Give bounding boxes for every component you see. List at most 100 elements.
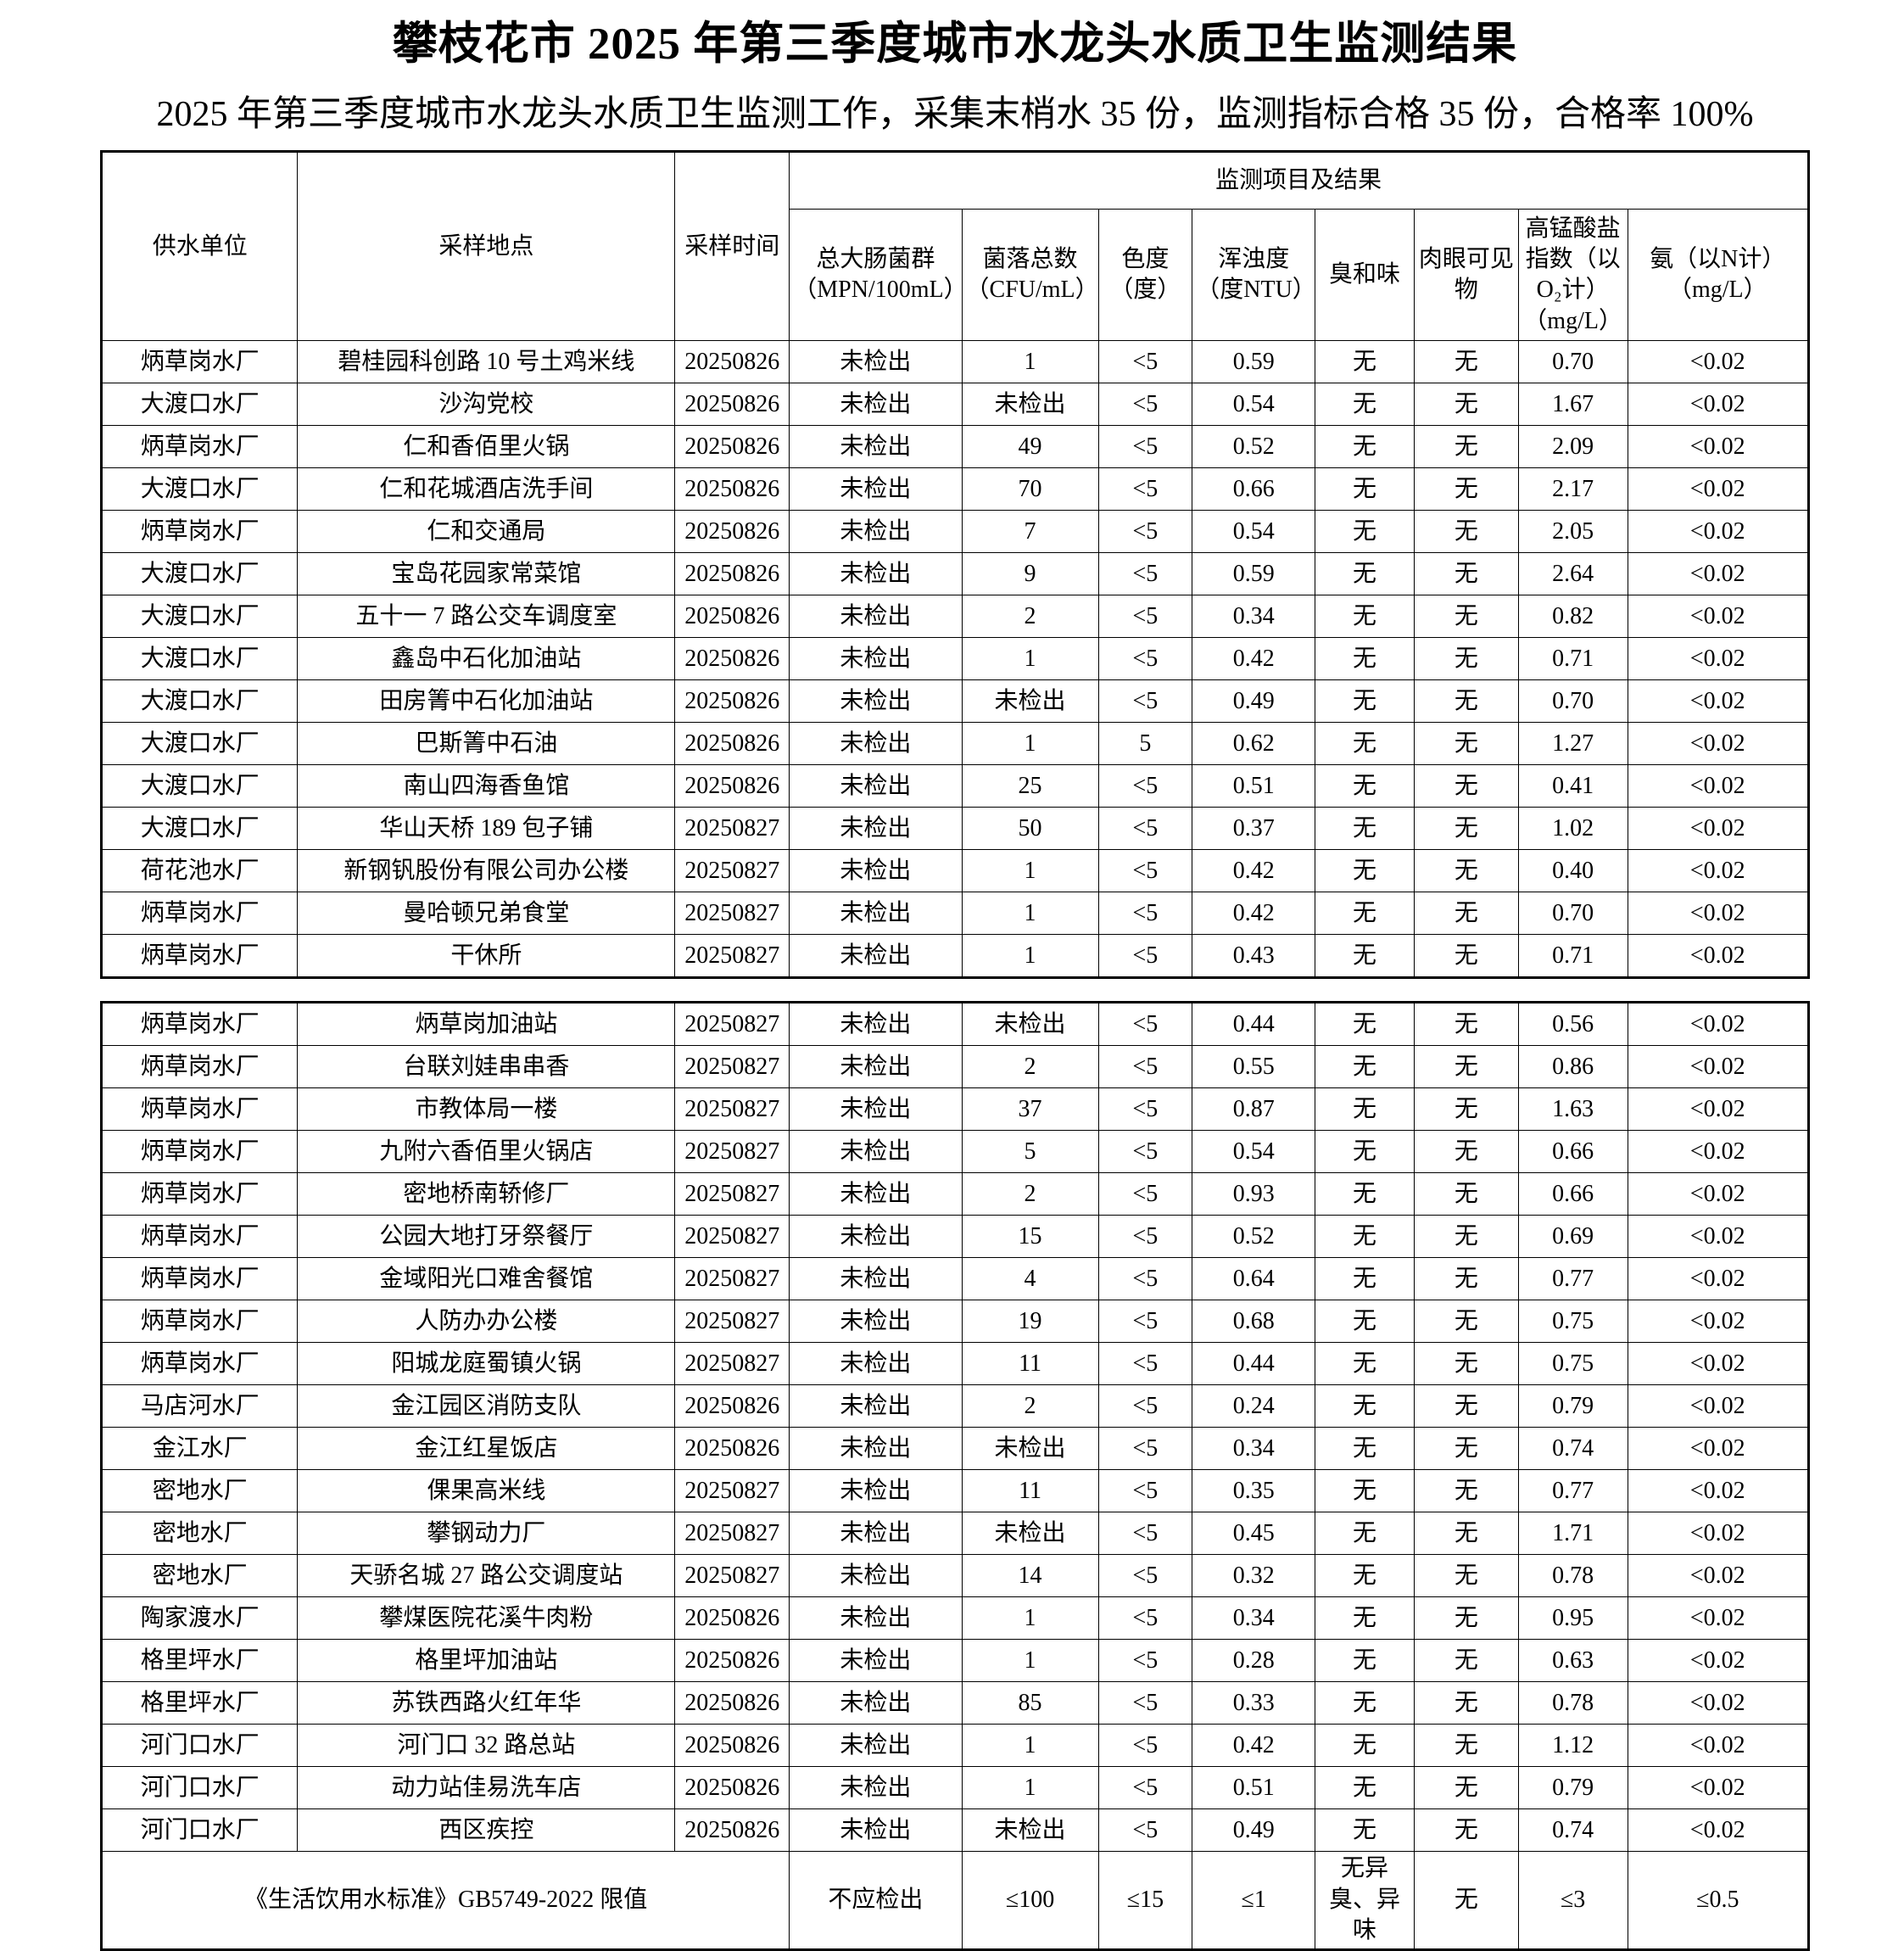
cell-total-coliform: 未检出 bbox=[789, 1639, 963, 1683]
cell-chroma: <5 bbox=[1097, 1512, 1193, 1556]
cell-supply-unit: 大渡口水厂 bbox=[100, 467, 299, 512]
cell-visible-matter: 无 bbox=[1413, 1045, 1519, 1089]
cell-sampling-time: 20250826 bbox=[674, 1596, 790, 1641]
cell-odor-taste: 无 bbox=[1315, 1724, 1415, 1768]
cell-supply-unit: 密地水厂 bbox=[100, 1554, 299, 1598]
cell-turbidity: 0.51 bbox=[1192, 1766, 1316, 1810]
cell-permanganate-index: 0.40 bbox=[1517, 849, 1628, 893]
table-row: 河门口水厂 西区疾控 20250826 未检出 未检出 <5 0.49 无无 0.74 <0.02 bbox=[100, 1808, 1810, 1853]
cell-permanganate-index: 1.27 bbox=[1517, 722, 1628, 766]
cell-sampling-time: 20250827 bbox=[674, 1342, 790, 1386]
table-row: 大渡口水厂 五十一 7 路公交车调度室 20250826 未检出 2 <5 0.34 无无 0.… bbox=[100, 595, 1810, 639]
cell-chroma: <5 bbox=[1097, 1766, 1193, 1810]
cell-turbidity: 0.51 bbox=[1192, 764, 1316, 808]
cell-visible-matter: 无 bbox=[1413, 1257, 1519, 1301]
cell-colony-count: 5 bbox=[961, 1130, 1099, 1174]
cell-chroma: <5 bbox=[1097, 383, 1193, 427]
cell-total-coliform: 未检出 bbox=[789, 1512, 963, 1556]
cell-ammonia-nitrogen: <0.02 bbox=[1627, 722, 1810, 766]
cell-supply-unit: 大渡口水厂 bbox=[100, 807, 299, 851]
cell-sampling-time: 20250827 bbox=[674, 1554, 790, 1598]
col-header-permanganate-index: 高锰酸盐指数（以O₂计）（mg/L） bbox=[1517, 209, 1628, 342]
cell-ammonia-nitrogen: <0.02 bbox=[1627, 1469, 1810, 1513]
cell-ammonia-nitrogen: <0.02 bbox=[1627, 1427, 1810, 1471]
cell-colony-count: 1 bbox=[961, 849, 1099, 893]
cell-chroma: <5 bbox=[1097, 637, 1193, 681]
cell-total-coliform: 未检出 bbox=[789, 425, 963, 469]
cell-total-coliform: 未检出 bbox=[789, 1130, 963, 1174]
cell-permanganate-index: 0.82 bbox=[1517, 595, 1628, 639]
cell-odor-taste: 无 bbox=[1315, 1766, 1415, 1810]
cell-colony-count: 11 bbox=[961, 1342, 1099, 1386]
cell-turbidity: 0.24 bbox=[1192, 1384, 1316, 1428]
cell-ammonia-nitrogen: <0.02 bbox=[1627, 934, 1810, 979]
cell-visible-matter: 无 bbox=[1413, 637, 1519, 681]
cell-sampling-time: 20250827 bbox=[674, 892, 790, 936]
cell-chroma: <5 bbox=[1097, 1342, 1193, 1386]
page-subtitle: 2025 年第三季度城市水龙头水质卫生监测工作，采集末梢水 35 份，监测指标合… bbox=[156, 94, 1754, 134]
cell-permanganate-index: 0.69 bbox=[1517, 1215, 1628, 1259]
col-header-sampling-location: 采样地点 bbox=[297, 151, 676, 342]
cell-ammonia-nitrogen: <0.02 bbox=[1627, 510, 1810, 554]
cell-permanganate-index: 0.77 bbox=[1517, 1469, 1628, 1513]
cell-total-coliform: 未检出 bbox=[789, 1172, 963, 1216]
cell-sampling-location: 河门口 32 路总站 bbox=[297, 1724, 676, 1768]
cell-colony-count: 70 bbox=[961, 467, 1099, 512]
cell-odor-taste: 无 bbox=[1315, 1512, 1415, 1556]
cell-turbidity: 0.34 bbox=[1192, 1427, 1316, 1471]
cell-sampling-time: 20250826 bbox=[674, 1427, 790, 1471]
table-row: 陶家渡水厂 攀煤医院花溪牛肉粉 20250826 未检出 1 <5 0.34 无无 0.95 <0… bbox=[100, 1596, 1810, 1641]
cell-odor-taste: 无 bbox=[1315, 934, 1415, 979]
cell-sampling-location: 九附六香佰里火锅店 bbox=[297, 1130, 676, 1174]
cell-turbidity: 0.42 bbox=[1192, 637, 1316, 681]
cell-turbidity: 0.42 bbox=[1192, 849, 1316, 893]
cell-sampling-location: 西区疾控 bbox=[297, 1808, 676, 1853]
cell-total-coliform: 未检出 bbox=[789, 892, 963, 936]
cell-total-coliform: 未检出 bbox=[789, 807, 963, 851]
cell-sampling-location: 金江园区消防支队 bbox=[297, 1384, 676, 1428]
cell-colony-count-limit: ≤100 bbox=[961, 1851, 1099, 1950]
cell-ammonia-nitrogen: <0.02 bbox=[1627, 637, 1810, 681]
cell-colony-count: 50 bbox=[961, 807, 1099, 851]
cell-chroma: <5 bbox=[1097, 934, 1193, 979]
cell-supply-unit: 炳草岗水厂 bbox=[100, 340, 299, 384]
cell-ammonia-nitrogen: <0.02 bbox=[1627, 595, 1810, 639]
cell-supply-unit: 炳草岗水厂 bbox=[100, 1342, 299, 1386]
table-row: 炳草岗水厂 九附六香佰里火锅店 20250827 未检出 5 <5 0.54 无无 0.66 <0… bbox=[100, 1130, 1810, 1174]
cell-supply-unit: 大渡口水厂 bbox=[100, 383, 299, 427]
cell-visible-matter: 无 bbox=[1413, 1002, 1519, 1047]
cell-sampling-location: 仁和交通局 bbox=[297, 510, 676, 554]
cell-turbidity: 0.68 bbox=[1192, 1300, 1316, 1344]
col-header-visible-matter: 肉眼可见物 bbox=[1413, 209, 1519, 342]
cell-turbidity: 0.34 bbox=[1192, 1596, 1316, 1641]
cell-ammonia-nitrogen-limit: ≤0.5 bbox=[1627, 1851, 1810, 1950]
cell-turbidity: 0.52 bbox=[1192, 425, 1316, 469]
table-row: 炳草岗水厂 仁和香佰里火锅 20250826 未检出 49 <5 0.52 无无 2.09 <0.… bbox=[100, 425, 1810, 469]
cell-sampling-time: 20250827 bbox=[674, 934, 790, 979]
cell-colony-count: 25 bbox=[961, 764, 1099, 808]
cell-supply-unit: 河门口水厂 bbox=[100, 1808, 299, 1853]
cell-permanganate-index: 0.63 bbox=[1517, 1639, 1628, 1683]
cell-total-coliform: 未检出 bbox=[789, 1469, 963, 1513]
cell-total-coliform: 未检出 bbox=[789, 1681, 963, 1725]
cell-chroma-limit: ≤15 bbox=[1097, 1851, 1193, 1950]
cell-sampling-time: 20250827 bbox=[674, 1300, 790, 1344]
cell-permanganate-index: 1.71 bbox=[1517, 1512, 1628, 1556]
cell-total-coliform: 未检出 bbox=[789, 637, 963, 681]
cell-chroma: <5 bbox=[1097, 1554, 1193, 1598]
cell-supply-unit: 荷花池水厂 bbox=[100, 849, 299, 893]
cell-chroma: <5 bbox=[1097, 1639, 1193, 1683]
cell-ammonia-nitrogen: <0.02 bbox=[1627, 1384, 1810, 1428]
cell-turbidity: 0.44 bbox=[1192, 1342, 1316, 1386]
cell-sampling-time: 20250827 bbox=[674, 1087, 790, 1132]
cell-turbidity: 0.33 bbox=[1192, 1681, 1316, 1725]
table-header-row-sub: 总大肠菌群（MPN/100mL） 菌落总数（CFU/mL） 色度（度） 浑浊度（… bbox=[102, 209, 1810, 342]
cell-chroma: <5 bbox=[1097, 679, 1193, 724]
cell-permanganate-index: 0.74 bbox=[1517, 1808, 1628, 1853]
cell-ammonia-nitrogen: <0.02 bbox=[1627, 425, 1810, 469]
cell-total-coliform: 未检出 bbox=[789, 1427, 963, 1471]
cell-permanganate-index: 2.05 bbox=[1517, 510, 1628, 554]
table-row: 炳草岗水厂 金域阳光口难舍餐馆 20250827 未检出 4 <5 0.64 无无 0.77 <0… bbox=[100, 1257, 1810, 1301]
cell-colony-count: 1 bbox=[961, 722, 1099, 766]
table-row: 炳草岗水厂 公园大地打牙祭餐厅 20250827 未检出 15 <5 0.52 无无 0.69 <… bbox=[100, 1215, 1810, 1259]
